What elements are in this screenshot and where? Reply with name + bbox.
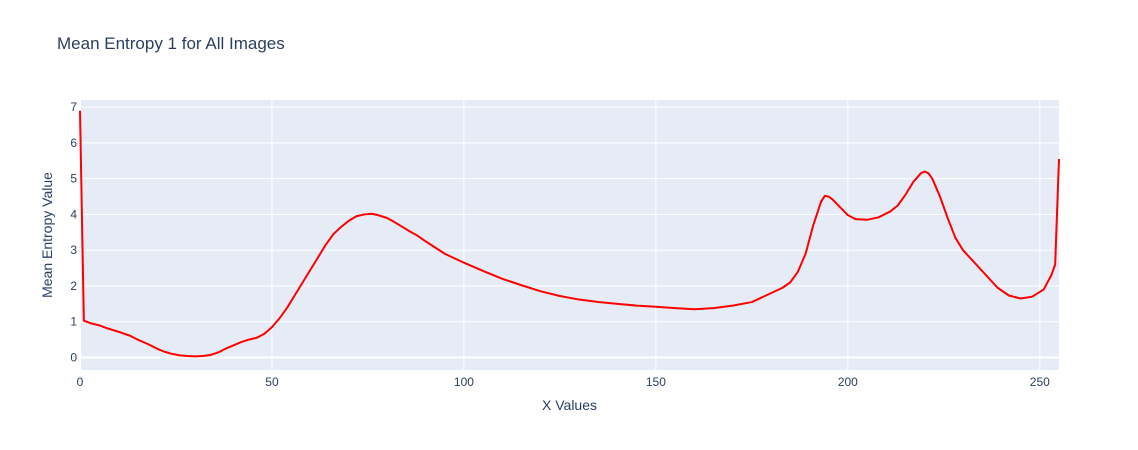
plot-area (80, 100, 1059, 370)
x-tick-label: 0 (77, 375, 84, 389)
y-tick-labels: 0 1 2 3 4 5 6 7 (70, 100, 77, 364)
y-tick-label: 7 (70, 100, 77, 114)
y-tick-label: 1 (70, 315, 77, 329)
y-tick-label: 5 (70, 172, 77, 186)
x-tick-labels: 0 50 100 150 200 250 (77, 375, 1050, 389)
chart-title: Mean Entropy 1 for All Images (57, 34, 285, 53)
y-tick-label: 4 (70, 207, 77, 221)
x-tick-label: 150 (646, 375, 666, 389)
y-tick-label: 2 (70, 279, 77, 293)
x-tick-label: 100 (454, 375, 474, 389)
y-tick-label: 0 (70, 350, 77, 364)
y-axis-title: Mean Entropy Value (39, 172, 55, 298)
x-tick-label: 250 (1030, 375, 1050, 389)
series-line (79, 110, 1060, 358)
x-tick-label: 50 (265, 375, 279, 389)
y-tick-label: 3 (70, 243, 77, 257)
grid-lines (79, 100, 1059, 370)
y-tick-label: 6 (70, 136, 77, 150)
x-axis-title: X Values (542, 397, 597, 413)
x-tick-label: 200 (838, 375, 858, 389)
